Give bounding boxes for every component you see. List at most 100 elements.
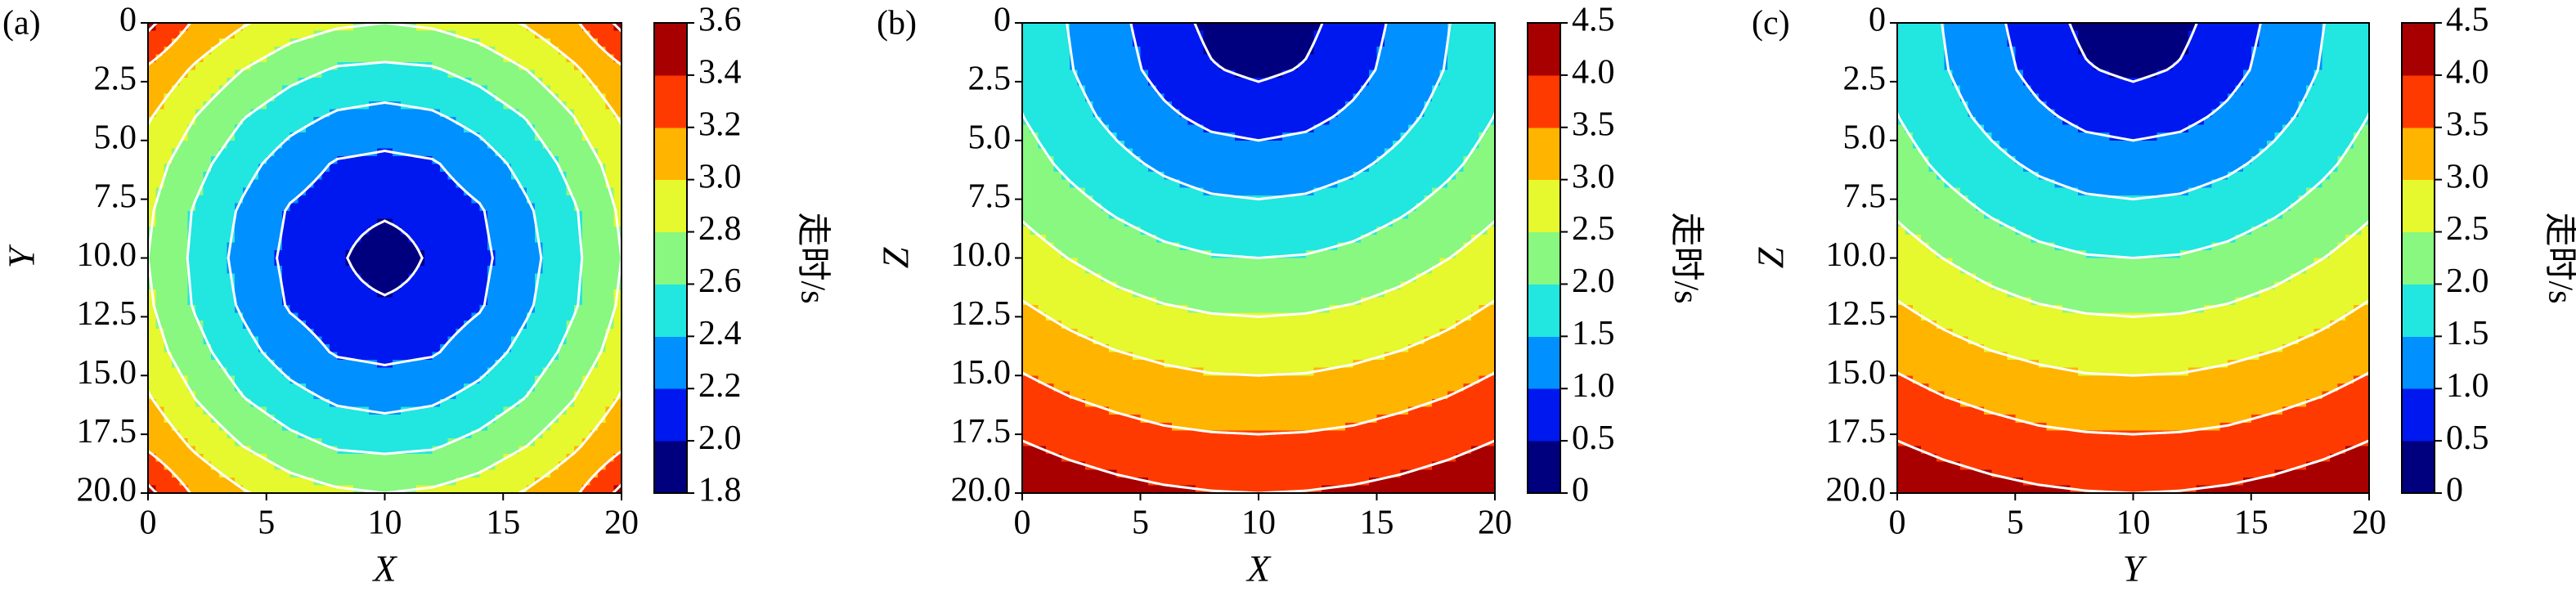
contour-cell: [148, 78, 157, 87]
contour-cell: [164, 78, 173, 87]
contour-cell: [1045, 93, 1055, 102]
contour-cell: [337, 38, 346, 47]
contour-line: [233, 209, 238, 219]
contour-cell: [590, 383, 599, 392]
contour-cell: [510, 328, 520, 337]
contour-cell: [376, 101, 386, 110]
contour-cell: [337, 132, 346, 141]
contour-cell: [605, 477, 614, 487]
contour-cell: [345, 117, 354, 126]
contour-cell: [598, 258, 607, 267]
contour-cell: [605, 297, 614, 306]
contour-line: [242, 186, 249, 197]
contour-cell: [510, 234, 520, 243]
contour-cell: [393, 375, 402, 384]
contour-cell: [1116, 54, 1125, 63]
contour-cell: [266, 266, 275, 275]
contour-cell: [337, 477, 346, 487]
contour-cell: [1077, 93, 1086, 102]
contour-cell: [218, 266, 228, 275]
contour-cell: [352, 140, 362, 149]
contour-cell: [321, 38, 330, 47]
contour-cell: [266, 218, 275, 227]
contour-line: [307, 180, 316, 189]
contour-cell: [179, 101, 188, 110]
contour-cell: [479, 312, 488, 321]
contour-cell: [361, 415, 370, 424]
contour-cell: [440, 360, 449, 369]
contour-cell: [598, 101, 607, 110]
contour-cell: [393, 78, 402, 87]
contour-line: [430, 157, 442, 165]
contour-cell: [542, 461, 551, 470]
contour-cell: [503, 383, 512, 392]
contour-cell: [306, 367, 315, 376]
contour-cell: [590, 437, 599, 447]
contour-cell: [550, 422, 559, 431]
contour-cell: [471, 336, 480, 345]
contour-cell: [306, 179, 315, 188]
contour-cell: [179, 399, 188, 408]
contour-cell: [282, 312, 291, 321]
contour-cell: [503, 477, 512, 487]
contour-cell: [266, 328, 275, 337]
contour-cell: [1329, 46, 1338, 55]
contour-cell: [487, 360, 496, 369]
contour-cell: [447, 383, 456, 392]
contour-cell: [289, 249, 298, 259]
contour-line: [578, 233, 582, 244]
contour-cell: [487, 164, 496, 173]
contour-cell: [527, 117, 536, 126]
contour-cell: [282, 179, 291, 188]
contour-cell: [416, 343, 425, 353]
contour-line: [249, 178, 254, 185]
contour-cell: [471, 124, 480, 133]
contour-cell: [369, 234, 378, 243]
contour-line: [186, 61, 197, 71]
contour-cell: [376, 367, 386, 376]
contour-cell: [258, 281, 267, 290]
contour-cell: [456, 375, 464, 384]
contour-line: [242, 319, 249, 330]
contour-cell: [250, 38, 259, 47]
contour-cell: [361, 305, 370, 314]
contour-cell: [337, 140, 346, 149]
contour-cell: [566, 172, 575, 181]
contour-cell: [495, 179, 504, 188]
contour-cell: [464, 38, 473, 47]
contour-line: [328, 351, 339, 359]
contour-cell: [179, 454, 188, 463]
contour-cell: [218, 155, 228, 165]
contour-cell: [464, 164, 473, 173]
contour-cell: [1069, 78, 1079, 87]
contour-line: [195, 452, 205, 461]
contour-cell: [464, 415, 473, 424]
contour-cell: [495, 54, 504, 63]
contour-cell: [211, 281, 220, 290]
contour-line: [572, 61, 583, 71]
contour-cell: [393, 249, 402, 259]
contour-cell: [298, 422, 307, 431]
contour-cell: [432, 312, 441, 321]
contour-cell: [574, 54, 583, 63]
contour-cell: [148, 266, 157, 275]
contour-cell: [605, 422, 614, 431]
contour-cell: [432, 360, 441, 369]
contour-cell: [195, 328, 204, 337]
contour-cell: [1077, 109, 1086, 118]
contour-cell: [203, 23, 212, 32]
contour-cell: [369, 211, 378, 220]
contour-cell: [352, 437, 362, 447]
contour-cell: [242, 38, 252, 47]
contour-cell: [510, 179, 520, 188]
contour-cell: [613, 258, 622, 267]
contour-cell: [471, 328, 480, 337]
contour-cell: [447, 312, 456, 321]
contour-cell: [306, 321, 315, 330]
contour-cell: [258, 446, 267, 455]
contour-cell: [527, 187, 536, 196]
contour-cell: [598, 273, 607, 282]
contour-line: [231, 280, 235, 291]
contour-cell: [211, 477, 220, 487]
contour-cell: [329, 305, 339, 314]
